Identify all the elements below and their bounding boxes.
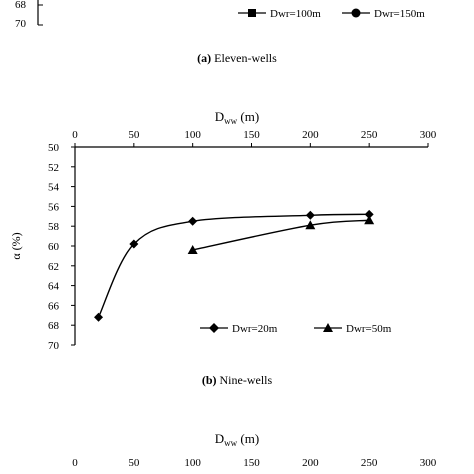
panel-c-x-tick-label: 0 — [72, 457, 78, 469]
x-axis-title-sub: ww — [224, 116, 237, 126]
data-point-triangle — [364, 215, 375, 225]
panel-c-x-tick-labels: 0 50 100 150 200 250 300 — [72, 457, 437, 469]
y-tick-label: 66 — [48, 300, 60, 312]
panel-c-x-tick-label: 250 — [361, 457, 378, 469]
data-point-triangle — [187, 244, 198, 254]
y-axis-title: α (%) — [9, 232, 23, 259]
y-tick-label: 64 — [48, 281, 60, 293]
data-point-diamond — [94, 312, 104, 322]
x-tick-label: 200 — [302, 129, 319, 141]
triangle-marker-icon — [323, 323, 333, 332]
panel-c-x-tick-label: 100 — [184, 457, 201, 469]
y-tick-label: 52 — [48, 162, 59, 174]
panel-b-legend: Dwr=20m Dwr=50m — [200, 323, 392, 335]
panel-c-fragment: Dww (m) 0 50 100 150 200 250 300 — [72, 431, 437, 469]
legend-label-dwr-20: Dwr=20m — [232, 323, 278, 335]
y-tick-label: 70 — [48, 340, 60, 352]
caption-text: Eleven-wells — [211, 51, 277, 65]
x-tick-labels: 0 50 100 150 200 250 300 — [72, 129, 437, 147]
panel-c-x-tick-label: 300 — [420, 457, 437, 469]
square-marker-icon — [248, 9, 256, 17]
panel-a-legend: Dwr=100m Dwr=150m — [238, 8, 425, 20]
x-tick-label: 250 — [361, 129, 378, 141]
legend-label-dwr-100: Dwr=100m — [270, 8, 321, 20]
x-tick-label: 50 — [128, 129, 140, 141]
data-point-diamond — [364, 209, 374, 219]
y-tick-label: 58 — [48, 221, 60, 233]
y-tick-label: 60 — [48, 241, 60, 253]
x-axis-title-main: D — [215, 431, 224, 446]
panel-a-ytick-70: 70 — [15, 18, 27, 30]
panel-b-caption: (b) Nine-wells — [202, 373, 273, 387]
legend-label-dwr-150: Dwr=150m — [374, 8, 425, 20]
y-tick-label: 54 — [48, 182, 60, 194]
x-axis-title-main: D — [215, 109, 224, 124]
panel-c-x-axis-title: Dww (m) — [215, 431, 259, 448]
y-tick-label: 50 — [48, 142, 60, 154]
panel-c-x-tick-label: 150 — [243, 457, 260, 469]
y-tick-label: 62 — [48, 261, 59, 273]
series-line-1 — [97, 213, 370, 318]
series-line-2 — [192, 219, 370, 251]
y-tick-label: 68 — [48, 320, 60, 332]
x-axis-title-unit: (m) — [237, 109, 259, 124]
diamond-marker-icon — [209, 323, 219, 333]
panel-c-x-tick-label: 200 — [302, 457, 319, 469]
caption-letter: (b) — [202, 373, 217, 387]
x-axis-title-sub: ww — [224, 438, 237, 448]
data-point-triangle — [305, 220, 316, 230]
x-tick-label: 300 — [420, 129, 437, 141]
x-tick-label: 100 — [184, 129, 201, 141]
panel-b-chart: Dww (m) 0 50 100 150 200 250 300 50 52 54 56 58 60 6… — [9, 109, 437, 387]
y-tick-label: 56 — [48, 201, 60, 213]
x-tick-label: 0 — [72, 129, 78, 141]
panel-a-fragment: 68 70 Dwr=100m Dwr=150m (a) Eleven-wells — [15, 0, 425, 65]
series-group — [94, 209, 375, 322]
data-point-diamond — [188, 216, 198, 226]
panel-a-ytick-68: 68 — [15, 0, 27, 11]
circle-marker-icon — [351, 8, 361, 18]
panel-c-x-tick-label: 50 — [128, 457, 140, 469]
panel-a-caption: (a) Eleven-wells — [197, 51, 277, 65]
x-axis-title: Dww (m) — [215, 109, 259, 126]
caption-letter: (a) — [197, 51, 211, 65]
legend-label-dwr-50: Dwr=50m — [346, 323, 392, 335]
x-axis-title-unit: (m) — [237, 431, 259, 446]
data-point-diamond — [305, 210, 315, 220]
caption-text: Nine-wells — [217, 373, 273, 387]
x-tick-label: 150 — [243, 129, 260, 141]
y-tick-labels: 50 52 54 56 58 60 62 64 66 68 70 — [48, 142, 75, 352]
data-point-diamond — [129, 239, 139, 249]
